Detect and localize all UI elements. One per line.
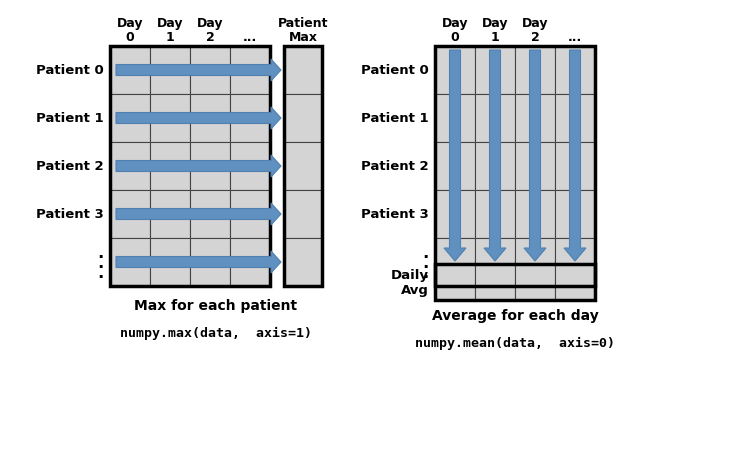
FancyArrow shape — [116, 204, 281, 226]
Text: Patient
Max: Patient Max — [278, 17, 328, 44]
Text: .: . — [98, 244, 104, 261]
Bar — [110, 238, 150, 287]
Bar — [110, 95, 150, 143]
Text: Patient 2: Patient 2 — [361, 160, 429, 173]
Text: numpy.max(data,  axis=1): numpy.max(data, axis=1) — [120, 327, 312, 339]
Text: Day
1: Day 1 — [157, 17, 183, 44]
Bar — [150, 190, 190, 238]
Bar — [284, 47, 322, 287]
Bar — [150, 238, 190, 287]
Bar — [190, 47, 230, 95]
Bar — [515, 265, 555, 300]
Bar — [555, 95, 595, 143]
Bar — [230, 190, 270, 238]
FancyArrow shape — [116, 251, 281, 273]
Bar — [475, 143, 515, 190]
Bar — [515, 238, 555, 287]
Bar — [284, 143, 322, 190]
FancyArrow shape — [116, 60, 281, 82]
Bar — [284, 47, 322, 95]
Bar — [515, 47, 555, 95]
Bar — [435, 238, 475, 287]
Text: ...: ... — [568, 31, 582, 44]
Text: Day
0: Day 0 — [116, 17, 143, 44]
Bar — [435, 265, 475, 300]
Text: numpy.mean(data,  axis=0): numpy.mean(data, axis=0) — [415, 336, 615, 349]
Bar — [555, 238, 595, 287]
Bar — [150, 143, 190, 190]
Text: .: . — [423, 253, 429, 271]
Bar — [190, 190, 230, 238]
Bar — [230, 47, 270, 95]
Bar — [515, 190, 555, 238]
Text: Patient 0: Patient 0 — [36, 64, 104, 77]
Bar — [435, 265, 595, 300]
Bar — [475, 95, 515, 143]
Bar — [284, 190, 322, 238]
FancyArrow shape — [484, 51, 506, 261]
Text: Patient 1: Patient 1 — [36, 112, 104, 125]
Text: Average for each day: Average for each day — [432, 308, 599, 322]
Bar — [110, 47, 150, 95]
Bar — [475, 47, 515, 95]
Bar — [150, 95, 190, 143]
Bar — [190, 143, 230, 190]
Bar — [435, 47, 475, 95]
Bar — [110, 190, 150, 238]
Bar — [475, 265, 515, 300]
Bar — [284, 95, 322, 143]
Text: Day
2: Day 2 — [522, 17, 548, 44]
Text: .: . — [98, 253, 104, 271]
Bar — [190, 238, 230, 287]
Text: Day
0: Day 0 — [442, 17, 469, 44]
Bar — [190, 95, 230, 143]
Text: Day
1: Day 1 — [481, 17, 508, 44]
FancyArrow shape — [444, 51, 466, 261]
Text: Patient 3: Patient 3 — [361, 208, 429, 221]
Bar — [435, 47, 595, 287]
Bar — [230, 143, 270, 190]
FancyArrow shape — [116, 156, 281, 178]
Bar — [230, 238, 270, 287]
Text: Patient 1: Patient 1 — [361, 112, 429, 125]
Bar — [435, 190, 475, 238]
Bar — [555, 265, 595, 300]
Text: Patient 3: Patient 3 — [36, 208, 104, 221]
Bar — [555, 143, 595, 190]
Text: Daily
Avg: Daily Avg — [391, 268, 429, 297]
Bar — [284, 238, 322, 287]
Bar — [515, 95, 555, 143]
Bar — [110, 47, 270, 287]
FancyArrow shape — [564, 51, 586, 261]
Text: .: . — [98, 263, 104, 281]
Bar — [150, 47, 190, 95]
Bar — [475, 238, 515, 287]
Text: Patient 2: Patient 2 — [36, 160, 104, 173]
Bar — [110, 143, 150, 190]
Text: Day
2: Day 2 — [197, 17, 223, 44]
Bar — [555, 190, 595, 238]
Text: ...: ... — [243, 31, 257, 44]
Bar — [435, 95, 475, 143]
Bar — [435, 143, 475, 190]
Bar — [515, 143, 555, 190]
Text: Max for each patient: Max for each patient — [134, 298, 297, 312]
FancyArrow shape — [116, 108, 281, 130]
Text: .: . — [423, 263, 429, 281]
Bar — [230, 95, 270, 143]
Bar — [475, 190, 515, 238]
Bar — [555, 47, 595, 95]
Text: .: . — [423, 244, 429, 261]
FancyArrow shape — [524, 51, 546, 261]
Text: Patient 0: Patient 0 — [361, 64, 429, 77]
